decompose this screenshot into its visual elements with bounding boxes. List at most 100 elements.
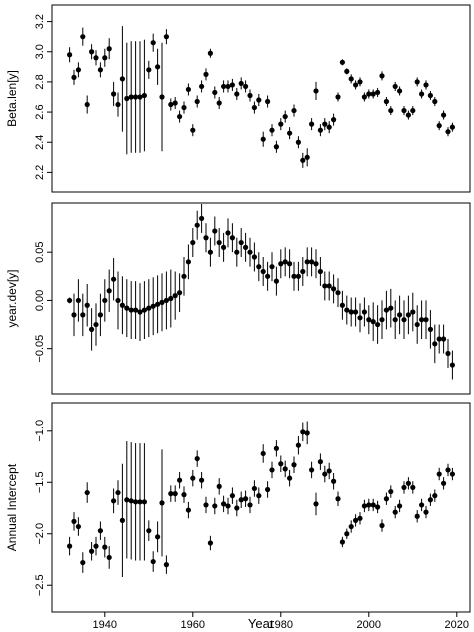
- point: [278, 121, 284, 127]
- point: [119, 302, 125, 308]
- point: [133, 499, 139, 505]
- point: [357, 315, 363, 321]
- point: [203, 502, 209, 508]
- point: [163, 297, 169, 304]
- x-tick-label: 1980: [269, 619, 293, 631]
- point: [348, 76, 354, 82]
- y-tick-label: −2.0: [34, 523, 46, 545]
- point: [405, 480, 411, 486]
- point: [97, 312, 103, 318]
- point: [432, 341, 438, 347]
- point: [229, 82, 235, 88]
- point: [295, 139, 301, 145]
- point: [221, 83, 227, 90]
- point: [168, 491, 174, 497]
- point: [405, 112, 411, 118]
- point: [291, 107, 297, 114]
- point: [317, 127, 323, 133]
- point: [441, 480, 447, 486]
- point: [172, 293, 178, 299]
- point: [243, 83, 249, 90]
- point: [375, 504, 381, 510]
- point: [278, 261, 284, 267]
- point: [273, 445, 279, 451]
- y-tick-label: −0.05: [34, 335, 46, 363]
- point: [225, 83, 231, 90]
- point: [194, 98, 200, 105]
- point: [141, 499, 147, 505]
- point: [309, 467, 315, 473]
- point: [97, 528, 103, 534]
- point: [80, 312, 86, 318]
- point: [194, 455, 200, 462]
- point: [185, 507, 191, 513]
- point: [370, 319, 376, 325]
- point: [247, 502, 253, 508]
- point: [427, 326, 433, 332]
- point: [111, 91, 117, 97]
- point: [185, 86, 191, 93]
- point: [397, 312, 403, 318]
- point: [291, 273, 297, 279]
- point: [441, 112, 447, 118]
- point: [212, 503, 218, 509]
- point: [190, 239, 196, 246]
- point: [181, 104, 187, 111]
- point: [75, 67, 81, 73]
- point: [93, 55, 99, 61]
- point: [181, 273, 187, 279]
- y-tick-label: 2.6: [34, 104, 46, 119]
- point: [392, 83, 398, 90]
- point: [383, 307, 389, 313]
- point: [137, 94, 143, 100]
- point: [115, 101, 121, 108]
- point: [168, 101, 174, 108]
- point: [287, 475, 293, 481]
- point: [304, 259, 310, 265]
- point: [115, 297, 121, 304]
- point: [185, 259, 191, 265]
- point: [410, 309, 416, 315]
- point: [361, 503, 367, 509]
- point: [207, 540, 213, 546]
- point: [251, 485, 257, 492]
- point: [331, 117, 337, 123]
- point: [159, 94, 165, 100]
- point: [146, 67, 152, 73]
- point: [344, 531, 350, 537]
- point: [282, 259, 288, 265]
- y-tick-label: 3.0: [34, 44, 46, 59]
- point: [309, 121, 315, 127]
- point: [119, 76, 125, 82]
- point: [401, 107, 407, 114]
- point: [317, 268, 323, 275]
- point: [119, 517, 125, 523]
- point: [414, 321, 420, 328]
- point: [93, 321, 99, 328]
- point: [146, 528, 152, 534]
- point: [265, 273, 271, 279]
- point: [115, 489, 121, 496]
- point: [436, 471, 442, 477]
- point: [379, 522, 385, 529]
- point: [71, 518, 77, 524]
- point: [432, 98, 438, 105]
- plot-frame: [51, 4, 471, 193]
- x-tick-label: 2000: [357, 619, 381, 631]
- y-axis-label: Beta.len[y]: [5, 70, 19, 127]
- point: [216, 100, 222, 106]
- point: [383, 496, 389, 502]
- point: [366, 91, 372, 97]
- point: [67, 52, 73, 58]
- x-tick-label: 2020: [445, 619, 469, 631]
- point: [278, 461, 284, 467]
- point: [313, 88, 319, 94]
- point: [410, 484, 416, 491]
- point: [291, 462, 297, 468]
- point: [163, 34, 169, 40]
- point: [207, 249, 213, 255]
- point: [366, 502, 372, 508]
- point: [295, 442, 301, 448]
- point: [423, 317, 429, 323]
